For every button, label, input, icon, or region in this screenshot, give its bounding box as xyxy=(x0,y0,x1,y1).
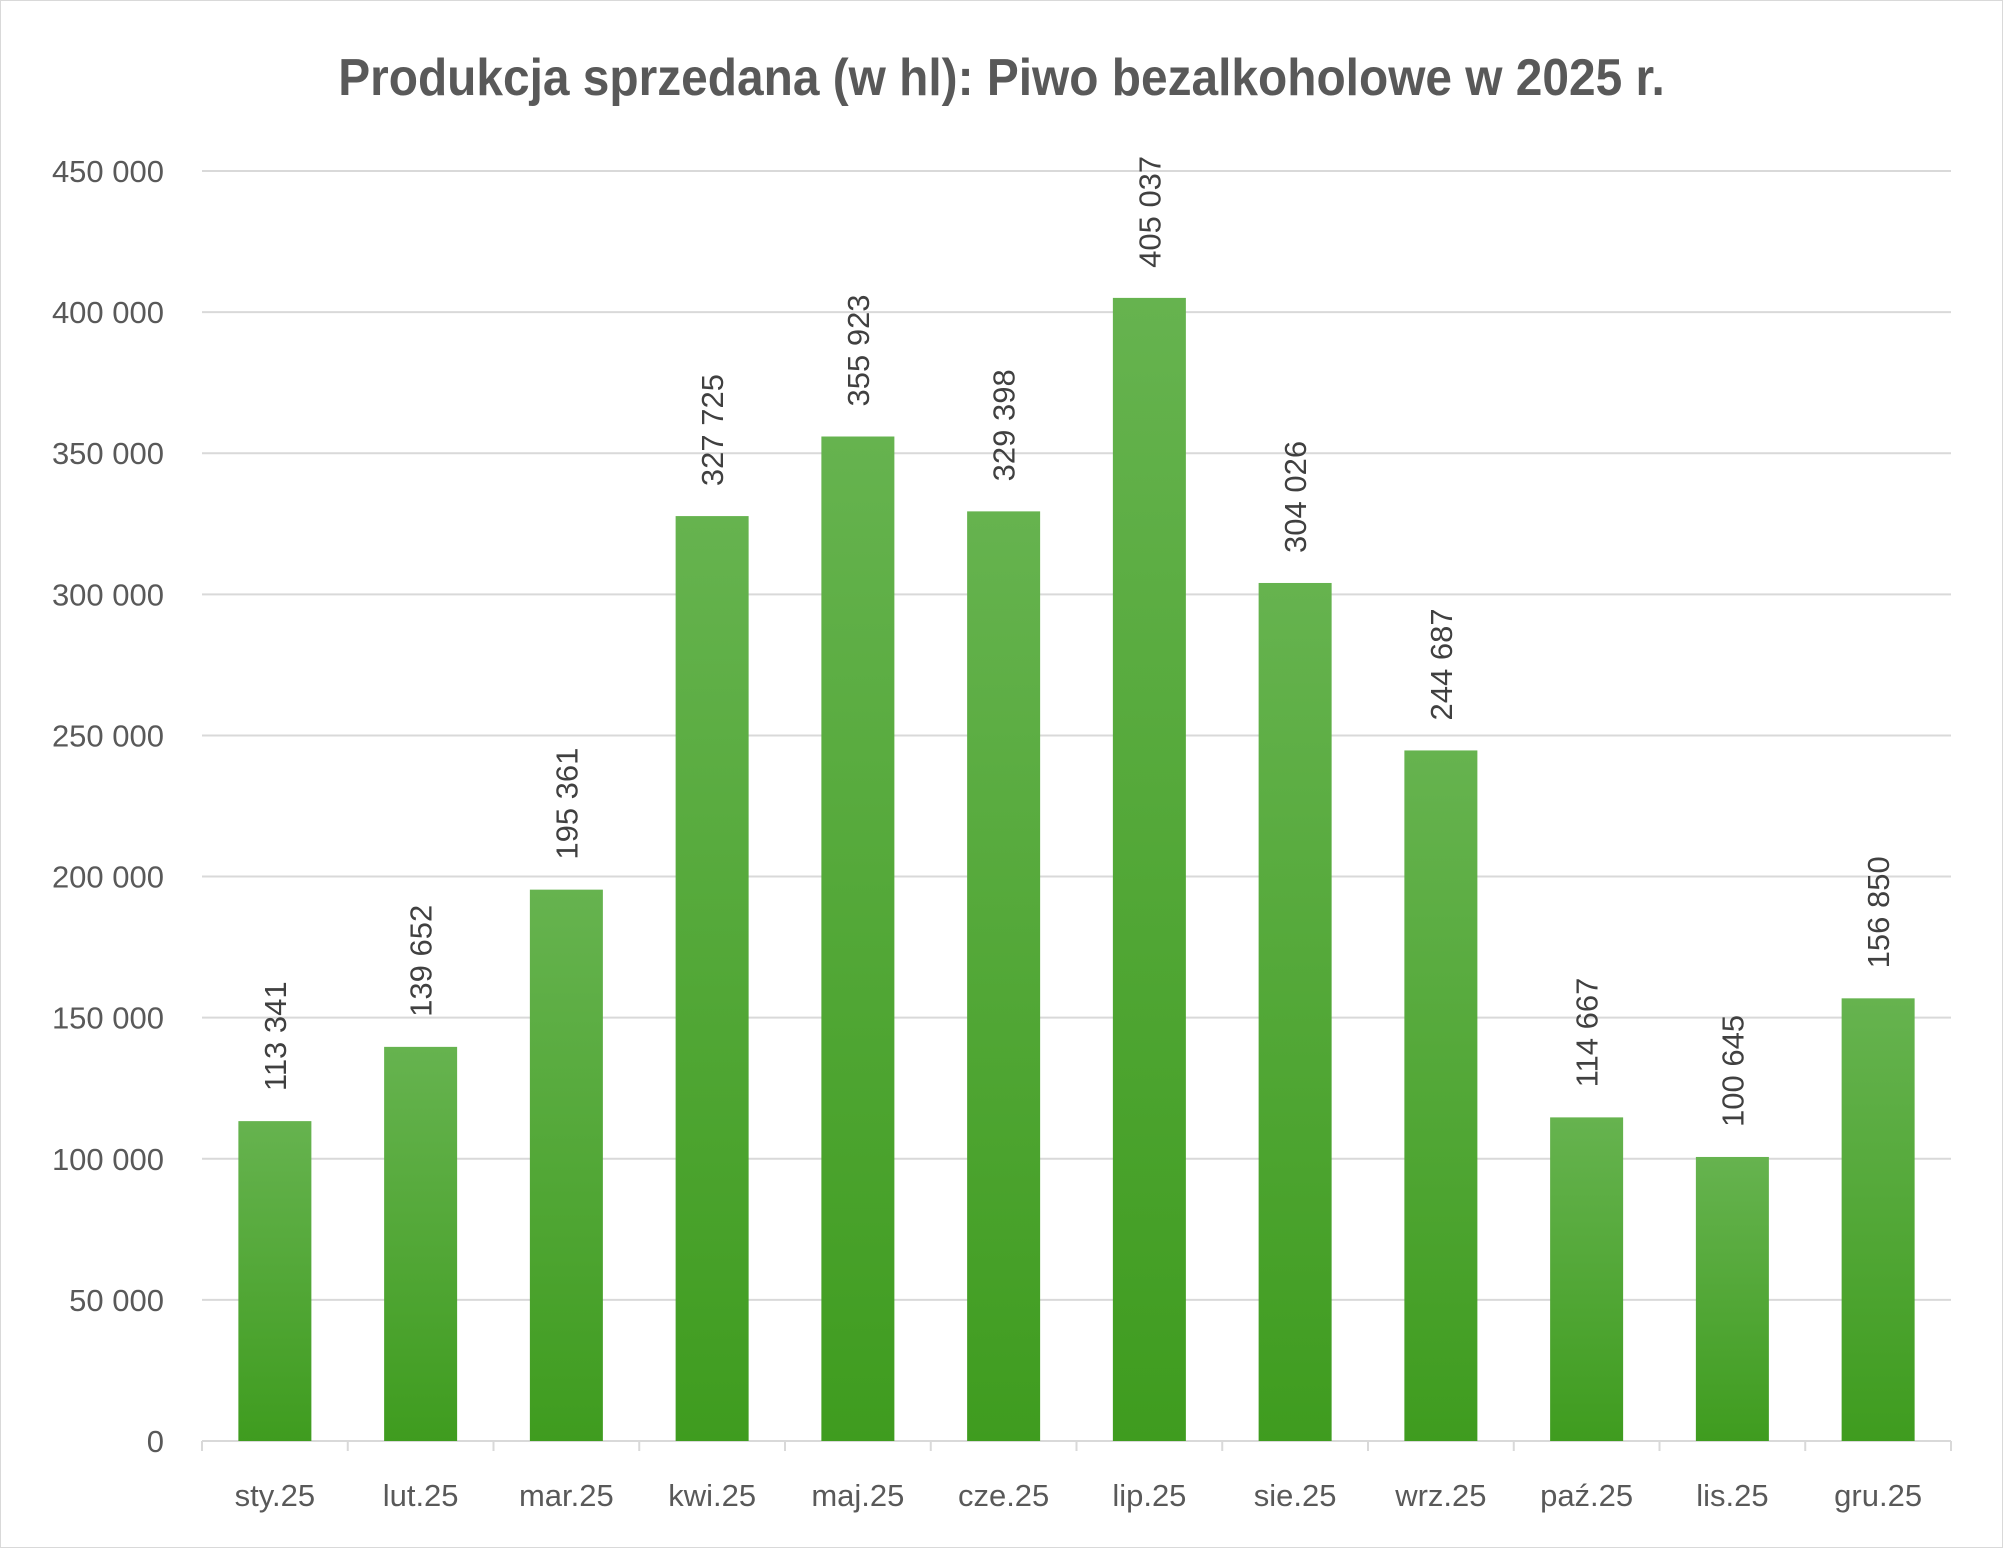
data-label: 114 667 xyxy=(1570,978,1605,1088)
data-label: 156 850 xyxy=(1861,856,1896,968)
data-label: 405 037 xyxy=(1132,156,1167,268)
x-tick-label: lis.25 xyxy=(1696,1478,1768,1513)
bar-sie.25 xyxy=(1258,582,1332,1441)
data-label: 327 725 xyxy=(695,374,730,486)
x-tick-label: sie.25 xyxy=(1254,1478,1337,1513)
y-tick-label: 250 000 xyxy=(52,718,164,753)
chart-title: Produkcja sprzedana (w hl): Piwo bezalko… xyxy=(338,49,1665,107)
x-tick-label: mar.25 xyxy=(519,1478,614,1513)
data-label: 100 645 xyxy=(1715,1015,1750,1127)
bar-kwi.25 xyxy=(675,516,749,1441)
x-tick-label: lip.25 xyxy=(1112,1478,1186,1513)
x-tick-label: wrz.25 xyxy=(1394,1478,1486,1513)
y-tick-label: 200 000 xyxy=(52,860,164,895)
y-tick-label: 400 000 xyxy=(52,295,164,330)
bar-maj.25 xyxy=(821,436,895,1441)
bar-wrz.25 xyxy=(1404,750,1478,1441)
x-tick-label: gru.25 xyxy=(1834,1478,1922,1513)
data-label: 139 652 xyxy=(404,905,439,1017)
data-label: 329 398 xyxy=(987,369,1022,481)
y-tick-label: 300 000 xyxy=(52,577,164,612)
y-tick-label: 100 000 xyxy=(52,1142,164,1177)
bar-lis.25 xyxy=(1695,1156,1769,1441)
bar-mar.25 xyxy=(529,889,603,1441)
data-label: 113 341 xyxy=(258,981,293,1091)
y-tick-label: 0 xyxy=(147,1424,164,1459)
x-tick-label: sty.25 xyxy=(235,1478,315,1513)
data-label: 195 361 xyxy=(549,748,584,860)
x-tick-label: maj.25 xyxy=(811,1478,904,1513)
x-tick-label: kwi.25 xyxy=(668,1478,756,1513)
x-tick-label: lut.25 xyxy=(383,1478,459,1513)
y-tick-label: 450 000 xyxy=(52,154,164,189)
y-tick-label: 50 000 xyxy=(69,1283,164,1318)
x-tick-label: paź.25 xyxy=(1540,1478,1633,1513)
bar-gru.25 xyxy=(1841,998,1915,1441)
bar-lip.25 xyxy=(1112,297,1186,1442)
data-label: 244 687 xyxy=(1424,608,1459,720)
data-label: 304 026 xyxy=(1278,441,1313,553)
y-tick-label: 350 000 xyxy=(52,436,164,471)
bar-lut.25 xyxy=(384,1046,458,1441)
bar-sty.25 xyxy=(238,1121,312,1441)
y-tick-label: 150 000 xyxy=(52,1001,164,1036)
bar-cze.25 xyxy=(967,511,1041,1442)
bar-paź.25 xyxy=(1550,1117,1624,1441)
data-label: 355 923 xyxy=(841,294,876,406)
x-tick-label: cze.25 xyxy=(958,1478,1049,1513)
